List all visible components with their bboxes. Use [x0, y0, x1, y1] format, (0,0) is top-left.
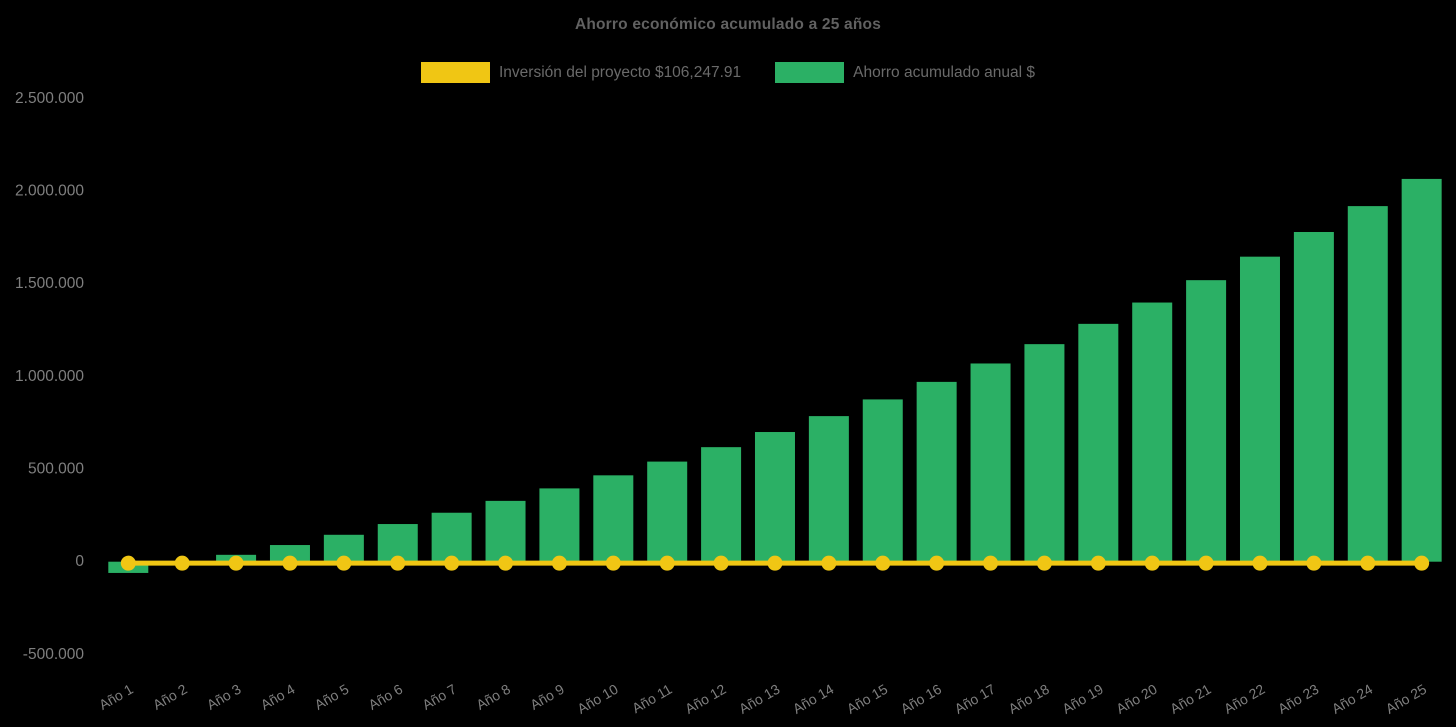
- x-tick-label: Año 20: [1113, 681, 1160, 717]
- x-tick-label: Año 12: [682, 681, 729, 717]
- investment-point-año-20: [1144, 555, 1160, 571]
- legend-item-investment[interactable]: Inversión del proyecto $106,247.91: [421, 62, 741, 83]
- investment-point-año-6: [390, 555, 406, 571]
- x-tick-label: Año 24: [1329, 681, 1376, 717]
- investment-point-año-7: [444, 555, 460, 571]
- y-tick-label: 500.000: [28, 461, 84, 478]
- bar-año-6: [377, 524, 418, 562]
- bar-año-19: [1078, 323, 1119, 562]
- bar-año-7: [431, 512, 472, 562]
- investment-point-año-5: [336, 555, 352, 571]
- x-tick-label: Año 4: [258, 681, 298, 713]
- x-tick-label: Año 13: [736, 681, 783, 717]
- bar-año-25: [1401, 178, 1442, 562]
- x-tick-label: Año 21: [1167, 681, 1214, 717]
- investment-point-año-2: [174, 555, 190, 571]
- x-tick-label: Año 8: [473, 681, 513, 713]
- bar-año-15: [862, 399, 903, 562]
- x-tick-label: Año 7: [419, 681, 459, 713]
- bar-año-11: [647, 461, 688, 562]
- x-tick-label: Año 25: [1383, 681, 1430, 717]
- y-tick-label: 0: [75, 553, 84, 570]
- y-tick-label: -500.000: [23, 646, 85, 663]
- bar-año-22: [1239, 256, 1280, 562]
- bar-año-14: [808, 416, 849, 562]
- investment-point-año-11: [659, 555, 675, 571]
- x-tick-label: Año 1: [96, 681, 136, 713]
- bar-año-21: [1186, 280, 1227, 562]
- x-tick-label: Año 10: [574, 681, 621, 717]
- investment-point-año-25: [1414, 555, 1430, 571]
- bar-año-20: [1132, 302, 1173, 562]
- investment-legend-swatch: [421, 62, 490, 83]
- x-tick-label: Año 11: [629, 681, 675, 717]
- bar-año-23: [1293, 231, 1334, 562]
- x-tick-label: Año 5: [312, 681, 352, 713]
- y-tick-label: 2.000.000: [15, 183, 84, 200]
- savings-legend-swatch: [775, 62, 845, 83]
- bar-año-12: [701, 447, 742, 562]
- investment-point-año-3: [228, 555, 244, 571]
- investment-point-año-13: [767, 555, 783, 571]
- investment-point-año-23: [1306, 555, 1322, 571]
- investment-point-año-19: [1090, 555, 1106, 571]
- x-tick-label: Año 22: [1221, 681, 1268, 717]
- investment-point-año-22: [1252, 555, 1268, 571]
- investment-point-año-9: [551, 555, 567, 571]
- investment-point-año-17: [983, 555, 999, 571]
- bar-año-17: [970, 363, 1011, 562]
- investment-point-año-18: [1036, 555, 1052, 571]
- investment-point-año-8: [498, 555, 514, 571]
- y-tick-label: 1.000.000: [15, 368, 84, 385]
- x-tick-label: Año 14: [790, 681, 837, 717]
- investment-point-año-4: [282, 555, 298, 571]
- bar-año-10: [593, 475, 634, 562]
- chart-legend: Inversión del proyecto $106,247.91 Ahorr…: [0, 62, 1456, 83]
- chart-title: Ahorro económico acumulado a 25 años: [574, 16, 882, 33]
- investment-point-año-21: [1198, 555, 1214, 571]
- x-tick-label: Año 16: [898, 681, 945, 717]
- bar-año-8: [485, 500, 526, 562]
- investment-point-año-16: [929, 555, 945, 571]
- y-tick-label: 1.500.000: [15, 275, 84, 292]
- investment-point-año-12: [713, 555, 729, 571]
- investment-point-año-1: [120, 555, 136, 571]
- x-tick-label: Año 23: [1275, 681, 1322, 717]
- legend-item-savings[interactable]: Ahorro acumulado anual $: [775, 62, 1035, 83]
- y-tick-label: 2.500.000: [15, 90, 84, 107]
- investment-point-año-24: [1360, 555, 1376, 571]
- x-tick-label: Año 19: [1059, 681, 1106, 717]
- bar-año-24: [1347, 206, 1388, 562]
- bar-año-9: [539, 488, 580, 562]
- bar-año-18: [1024, 344, 1065, 562]
- bar-año-16: [916, 381, 957, 562]
- x-tick-label: Año 17: [952, 681, 999, 717]
- x-tick-label: Año 2: [150, 681, 190, 713]
- bar-año-13: [754, 432, 795, 562]
- x-tick-label: Año 15: [844, 681, 891, 717]
- savings-legend-label: Ahorro acumulado anual $: [853, 63, 1035, 81]
- investment-point-año-10: [605, 555, 621, 571]
- bar-año-4: [269, 545, 310, 562]
- x-tick-label: Año 9: [527, 681, 567, 713]
- x-tick-label: Año 6: [366, 681, 406, 713]
- investment-point-año-15: [875, 555, 891, 571]
- investment-legend-label: Inversión del proyecto $106,247.91: [499, 63, 742, 81]
- x-tick-label: Año 3: [204, 681, 244, 713]
- x-tick-label: Año 18: [1006, 681, 1053, 717]
- investment-point-año-14: [821, 555, 837, 571]
